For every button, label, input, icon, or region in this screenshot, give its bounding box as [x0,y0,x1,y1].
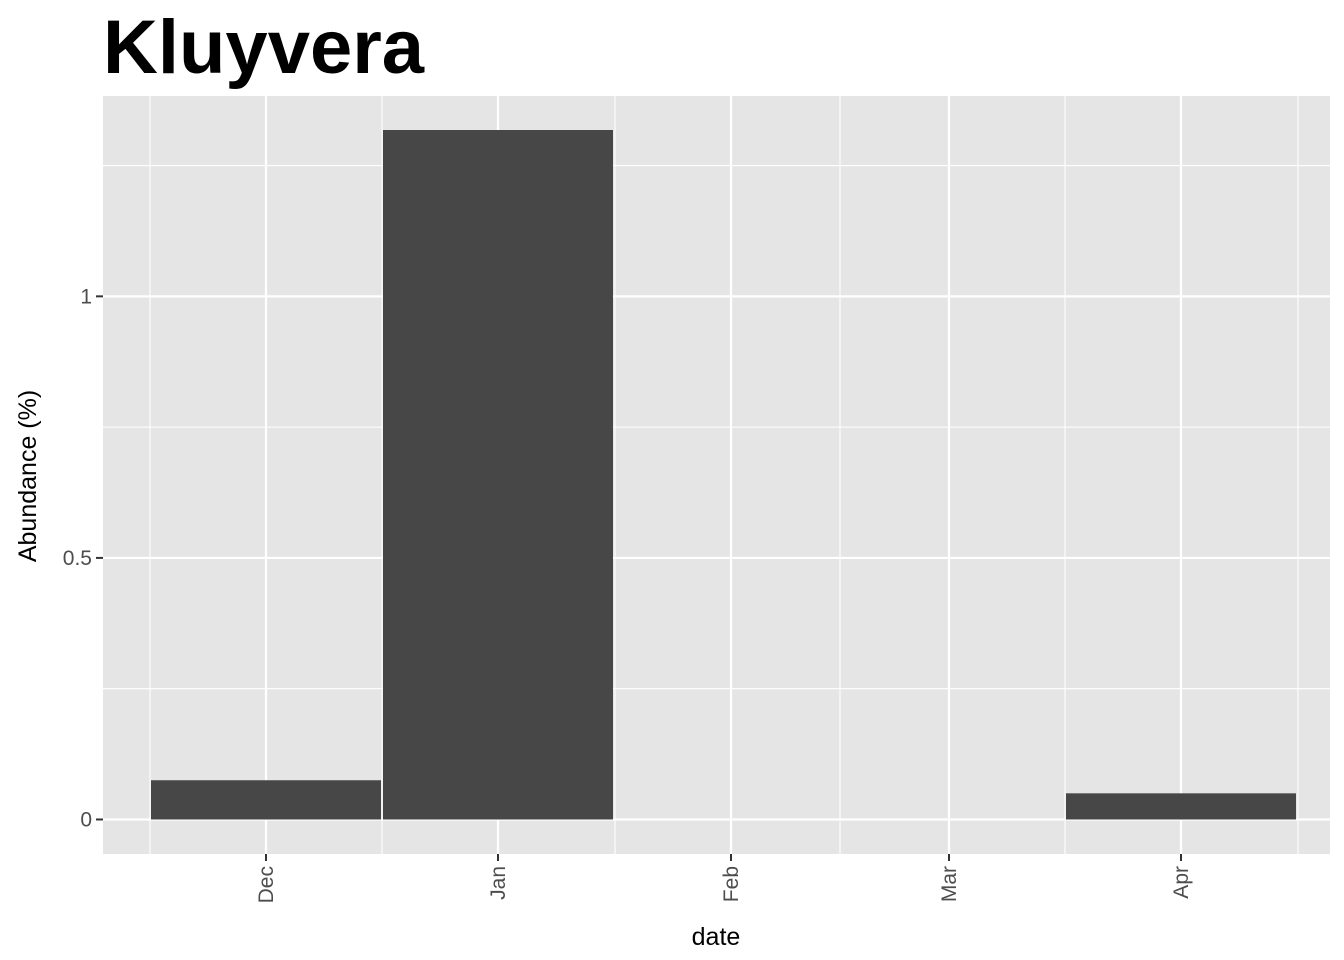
bar-dec [151,780,381,820]
x-tick-label: Mar [938,866,961,902]
bars [151,130,1296,820]
y-axis-title: Abundance (%) [14,390,42,562]
minor-gridlines [103,96,1330,854]
x-tick-label: Apr [1170,866,1193,899]
x-tick-label: Dec [255,866,278,903]
bar-apr [1066,793,1296,820]
chart-title: Kluyvera [103,5,425,90]
x-axis: Dec Jan Feb Mar Apr [255,854,1193,903]
x-tick-label: Jan [487,866,510,900]
bar-jan [383,130,613,820]
y-axis: 00.51 [63,285,103,831]
x-tick-label: Feb [720,866,743,902]
plot-panel [103,96,1330,854]
x-axis-title: date [692,923,741,951]
y-tick-label: 0.5 [63,547,92,570]
y-tick-label: 0 [80,808,92,831]
y-tick-label: 1 [80,285,92,308]
